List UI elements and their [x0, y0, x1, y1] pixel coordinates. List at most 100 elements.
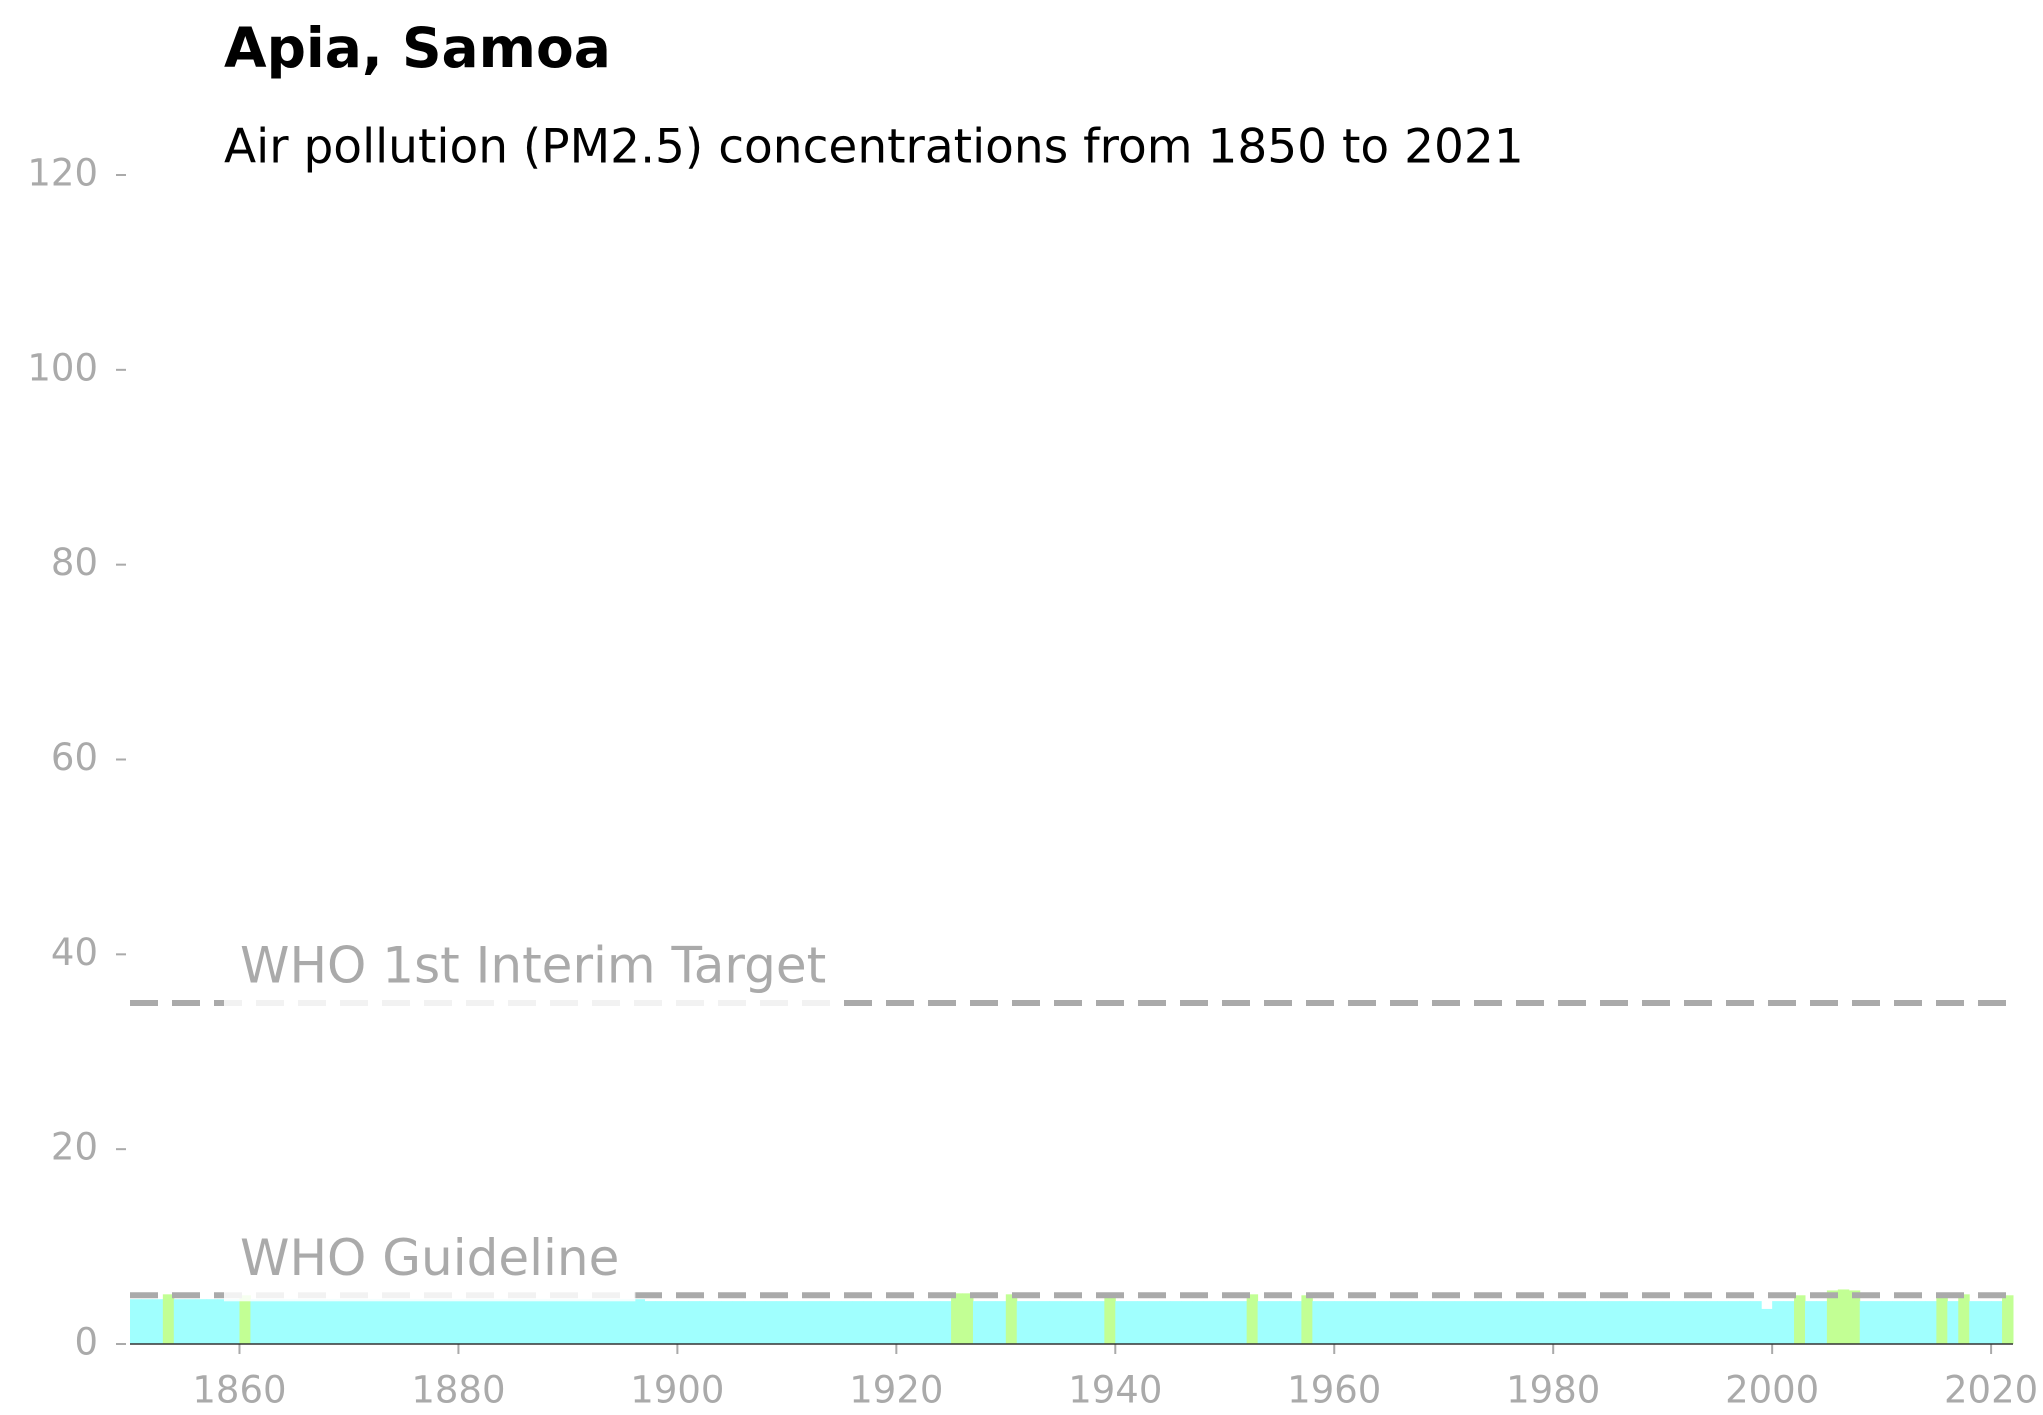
bar: [1334, 1301, 1346, 1344]
bar: [502, 1299, 514, 1344]
chart-subtitle: Air pollution (PM2.5) concentrations fro…: [224, 120, 1524, 175]
bar: [699, 1301, 711, 1344]
bar: [1509, 1301, 1521, 1344]
bar: [217, 1299, 230, 1344]
x-tick-label: 1900: [630, 1369, 724, 1412]
bar: [1553, 1301, 1565, 1344]
bar: [710, 1301, 722, 1344]
y-tick-label: 80: [51, 541, 98, 584]
bar: [1794, 1295, 1806, 1344]
bar: [830, 1301, 843, 1344]
bar: [1191, 1301, 1204, 1344]
bar: [1180, 1301, 1193, 1344]
bar: [1038, 1301, 1051, 1344]
bar: [458, 1299, 470, 1344]
bar: [1235, 1301, 1248, 1344]
bar: [1454, 1301, 1467, 1344]
bar: [819, 1301, 832, 1344]
y-tick-label: 60: [51, 736, 98, 779]
bar: [338, 1299, 350, 1344]
bar: [951, 1293, 963, 1344]
bar: [239, 1295, 251, 1344]
bar: [633, 1299, 646, 1344]
bar: [370, 1299, 383, 1344]
bar: [1870, 1301, 1883, 1344]
bar: [1826, 1290, 1839, 1344]
bar: [1126, 1301, 1138, 1344]
bar: [1367, 1301, 1379, 1344]
bar: [1640, 1301, 1653, 1344]
bar: [940, 1301, 952, 1344]
bar: [1859, 1301, 1872, 1344]
bar: [348, 1299, 361, 1344]
bar: [1268, 1301, 1281, 1344]
bar: [1991, 1301, 2003, 1344]
bar: [1629, 1301, 1642, 1344]
bar: [1257, 1301, 1270, 1344]
bar: [1542, 1301, 1554, 1344]
bar: [524, 1299, 536, 1344]
bar: [896, 1301, 908, 1344]
bar: [1356, 1301, 1368, 1344]
bar: [1027, 1301, 1040, 1344]
bar: [1082, 1301, 1094, 1344]
label-background: [224, 936, 843, 1010]
bar: [1049, 1301, 1062, 1344]
chart-title: Apia, Samoa: [224, 16, 611, 80]
bar: [1848, 1290, 1861, 1344]
reference-label: WHO 1st Interim Target: [240, 937, 826, 995]
bar: [1137, 1301, 1149, 1344]
bar: [885, 1301, 897, 1344]
bar: [1060, 1301, 1072, 1344]
bar: [677, 1301, 689, 1344]
bar: [1290, 1301, 1302, 1344]
bar: [1476, 1301, 1489, 1344]
bar: [589, 1299, 602, 1344]
bar: [381, 1299, 394, 1344]
bar: [1345, 1301, 1357, 1344]
bar: [1170, 1301, 1182, 1344]
x-tick-label: 1920: [849, 1369, 943, 1412]
bar: [1520, 1301, 1532, 1344]
bar: [1695, 1301, 1707, 1344]
bar: [469, 1299, 481, 1344]
y-tick-label: 20: [51, 1126, 98, 1169]
bar: [130, 1299, 142, 1344]
bar: [1399, 1301, 1412, 1344]
reference-label: WHO Guideline: [240, 1229, 619, 1287]
bar: [184, 1299, 197, 1344]
bar: [206, 1299, 219, 1344]
bar: [1378, 1301, 1390, 1344]
bar: [929, 1301, 941, 1344]
bar: [546, 1299, 558, 1344]
bar: [283, 1299, 295, 1344]
bar: [2002, 1295, 2014, 1344]
x-tick-label: 2020: [1944, 1369, 2038, 1412]
bar: [611, 1299, 624, 1344]
bar: [743, 1301, 755, 1344]
bar: [1148, 1301, 1160, 1344]
bar: [994, 1301, 1007, 1344]
bar: [1093, 1301, 1105, 1344]
bar: [1465, 1301, 1478, 1344]
bar: [414, 1299, 427, 1344]
bar: [1301, 1295, 1313, 1344]
bar: [1684, 1301, 1697, 1344]
bar: [1980, 1301, 1992, 1344]
bar: [918, 1301, 930, 1344]
x-tick-label: 1960: [1287, 1369, 1381, 1412]
bar: [261, 1299, 273, 1344]
bar: [316, 1299, 328, 1344]
bar: [622, 1299, 635, 1344]
bar: [305, 1299, 317, 1344]
bar: [972, 1301, 985, 1344]
bar: [1531, 1301, 1543, 1344]
bar: [1279, 1301, 1291, 1344]
bar: [1717, 1301, 1729, 1344]
bar: [1750, 1301, 1762, 1344]
bar: [1410, 1301, 1423, 1344]
bar: [1104, 1294, 1116, 1344]
bar: [140, 1299, 153, 1344]
bar: [1586, 1301, 1598, 1344]
